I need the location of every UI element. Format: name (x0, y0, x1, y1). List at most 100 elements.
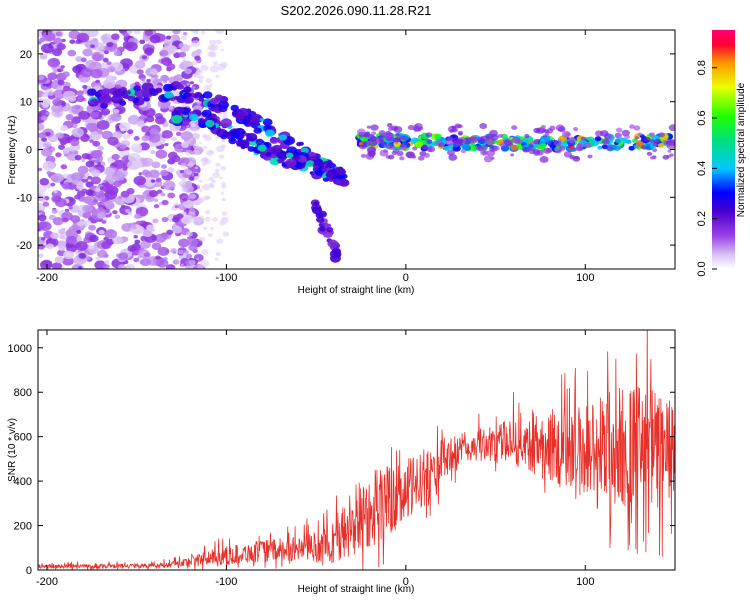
spectrogram-cell (181, 177, 187, 182)
spectrogram-cell (133, 30, 141, 35)
spectrogram-cell (141, 135, 150, 142)
spectrogram-cell (182, 252, 188, 256)
spectrogram-cell (510, 153, 515, 157)
spectrogram-cell (172, 30, 181, 35)
spectrogram-cell (105, 201, 115, 210)
spectrogram-cell (395, 132, 400, 137)
spectrogram-cell (39, 178, 50, 186)
spectrogram-cell (39, 53, 48, 60)
spectrogram-cell (180, 163, 187, 168)
spectrogram-cell (378, 130, 386, 136)
spectrogram-cell (182, 197, 188, 202)
spectrogram-x-tick-label: 0 (403, 272, 409, 284)
spectrogram-cell (220, 61, 228, 68)
spectrogram-cell (188, 244, 198, 252)
spectrogram-cell (499, 143, 505, 148)
spectrogram-cell (117, 264, 126, 269)
spectrogram-cell (179, 169, 185, 174)
spectrogram-cell (46, 243, 54, 250)
spectrogram-cell (130, 143, 143, 153)
spectrogram-cell (606, 145, 613, 151)
spectrogram-cell (325, 171, 334, 178)
spectrogram-cell (250, 113, 263, 123)
spectrogram-y-axis: -20 -10 0 10 20 (16, 49, 675, 252)
spectrogram-cell (131, 160, 143, 169)
spectrogram-cell (426, 139, 433, 144)
spectrogram-x-tick-label: 100 (576, 272, 594, 284)
spectrogram-cell (480, 149, 489, 156)
spectrogram-cell (119, 100, 127, 106)
spectrogram-cell (451, 125, 456, 129)
spectrogram-cell (159, 49, 169, 57)
spectrogram-cell (185, 253, 193, 259)
spectrogram-cell (533, 139, 541, 145)
spectrogram-cell (192, 149, 200, 156)
spectrogram-cell (319, 226, 326, 232)
spectrogram-cell (88, 245, 95, 250)
spectrogram-cell (38, 123, 45, 131)
spectrogram-cell (155, 177, 162, 183)
spectrogram-cell (152, 218, 159, 224)
spectrogram-cell (77, 265, 83, 269)
spectrogram-cell (185, 169, 193, 176)
spectrogram-cell (183, 86, 192, 93)
spectrogram-cell (662, 154, 669, 160)
spectrogram-cell (75, 38, 83, 44)
spectrogram-cell (182, 32, 188, 36)
snr-x-axis: -200 -100 0 100 (36, 330, 594, 588)
spectrogram-cell (198, 141, 202, 145)
spectrogram-cell (329, 254, 341, 263)
spectrogram-cell (167, 192, 176, 199)
spectrogram-cell (141, 82, 154, 92)
spectrogram-cell (181, 211, 187, 216)
spectrogram-cell (536, 149, 544, 156)
spectrogram-cell (629, 124, 635, 129)
spectrogram-cell (97, 145, 104, 151)
spectrogram-cell (207, 51, 215, 57)
spectrogram-cell (315, 169, 324, 176)
spectrogram-cell (188, 176, 195, 181)
spectrogram-cell (140, 258, 151, 267)
spectrogram-x-axis: -200 -100 0 100 (36, 30, 594, 284)
spectrogram-cell (103, 50, 109, 55)
spectrogram-cell (549, 125, 556, 131)
spectrogram-cell (188, 259, 196, 266)
spectrogram-cell (98, 100, 104, 104)
spectrogram-cell (155, 116, 166, 125)
spectrogram-cell (55, 31, 63, 37)
spectrogram-cell (56, 68, 62, 72)
spectrogram-cell (77, 165, 89, 174)
spectrogram-image (38, 30, 675, 269)
snr-ylabel: SNR (10 * v/v) (7, 418, 18, 482)
spectrogram-cell (100, 33, 113, 43)
spectrogram-cell (180, 148, 184, 151)
spectrogram-cell (419, 126, 424, 130)
spectrogram-cell (205, 78, 213, 84)
spectrogram-cell (205, 195, 211, 200)
spectrogram-cell (60, 164, 68, 170)
spectrogram-cell (313, 159, 324, 167)
spectrogram-cell (190, 123, 196, 128)
spectrogram-cell (134, 239, 141, 245)
spectrogram-cell (385, 130, 392, 136)
spectrogram-cell (615, 127, 623, 133)
colorbar-tick-label: 0.4 (696, 161, 708, 176)
spectrogram-cell (201, 249, 209, 255)
spectrogram-cell (128, 152, 141, 163)
spectrogram-cell (181, 187, 188, 193)
spectrogram-cell (434, 133, 442, 140)
spectrogram-cell (423, 152, 430, 158)
spectrogram-cell (98, 229, 105, 235)
spectrogram-cell (64, 208, 70, 213)
spectrogram-cell (120, 190, 130, 198)
spectrogram-cell (511, 125, 518, 131)
spectrogram-cell (95, 92, 102, 98)
spectrogram-cell (161, 216, 169, 223)
spectrogram-cell (153, 198, 159, 203)
spectrogram-cell (633, 125, 641, 131)
spectrogram-cell (215, 136, 220, 140)
spectrogram-cell (127, 211, 133, 216)
spectrogram-cell (141, 125, 151, 133)
spectrogram-cell (89, 131, 102, 141)
